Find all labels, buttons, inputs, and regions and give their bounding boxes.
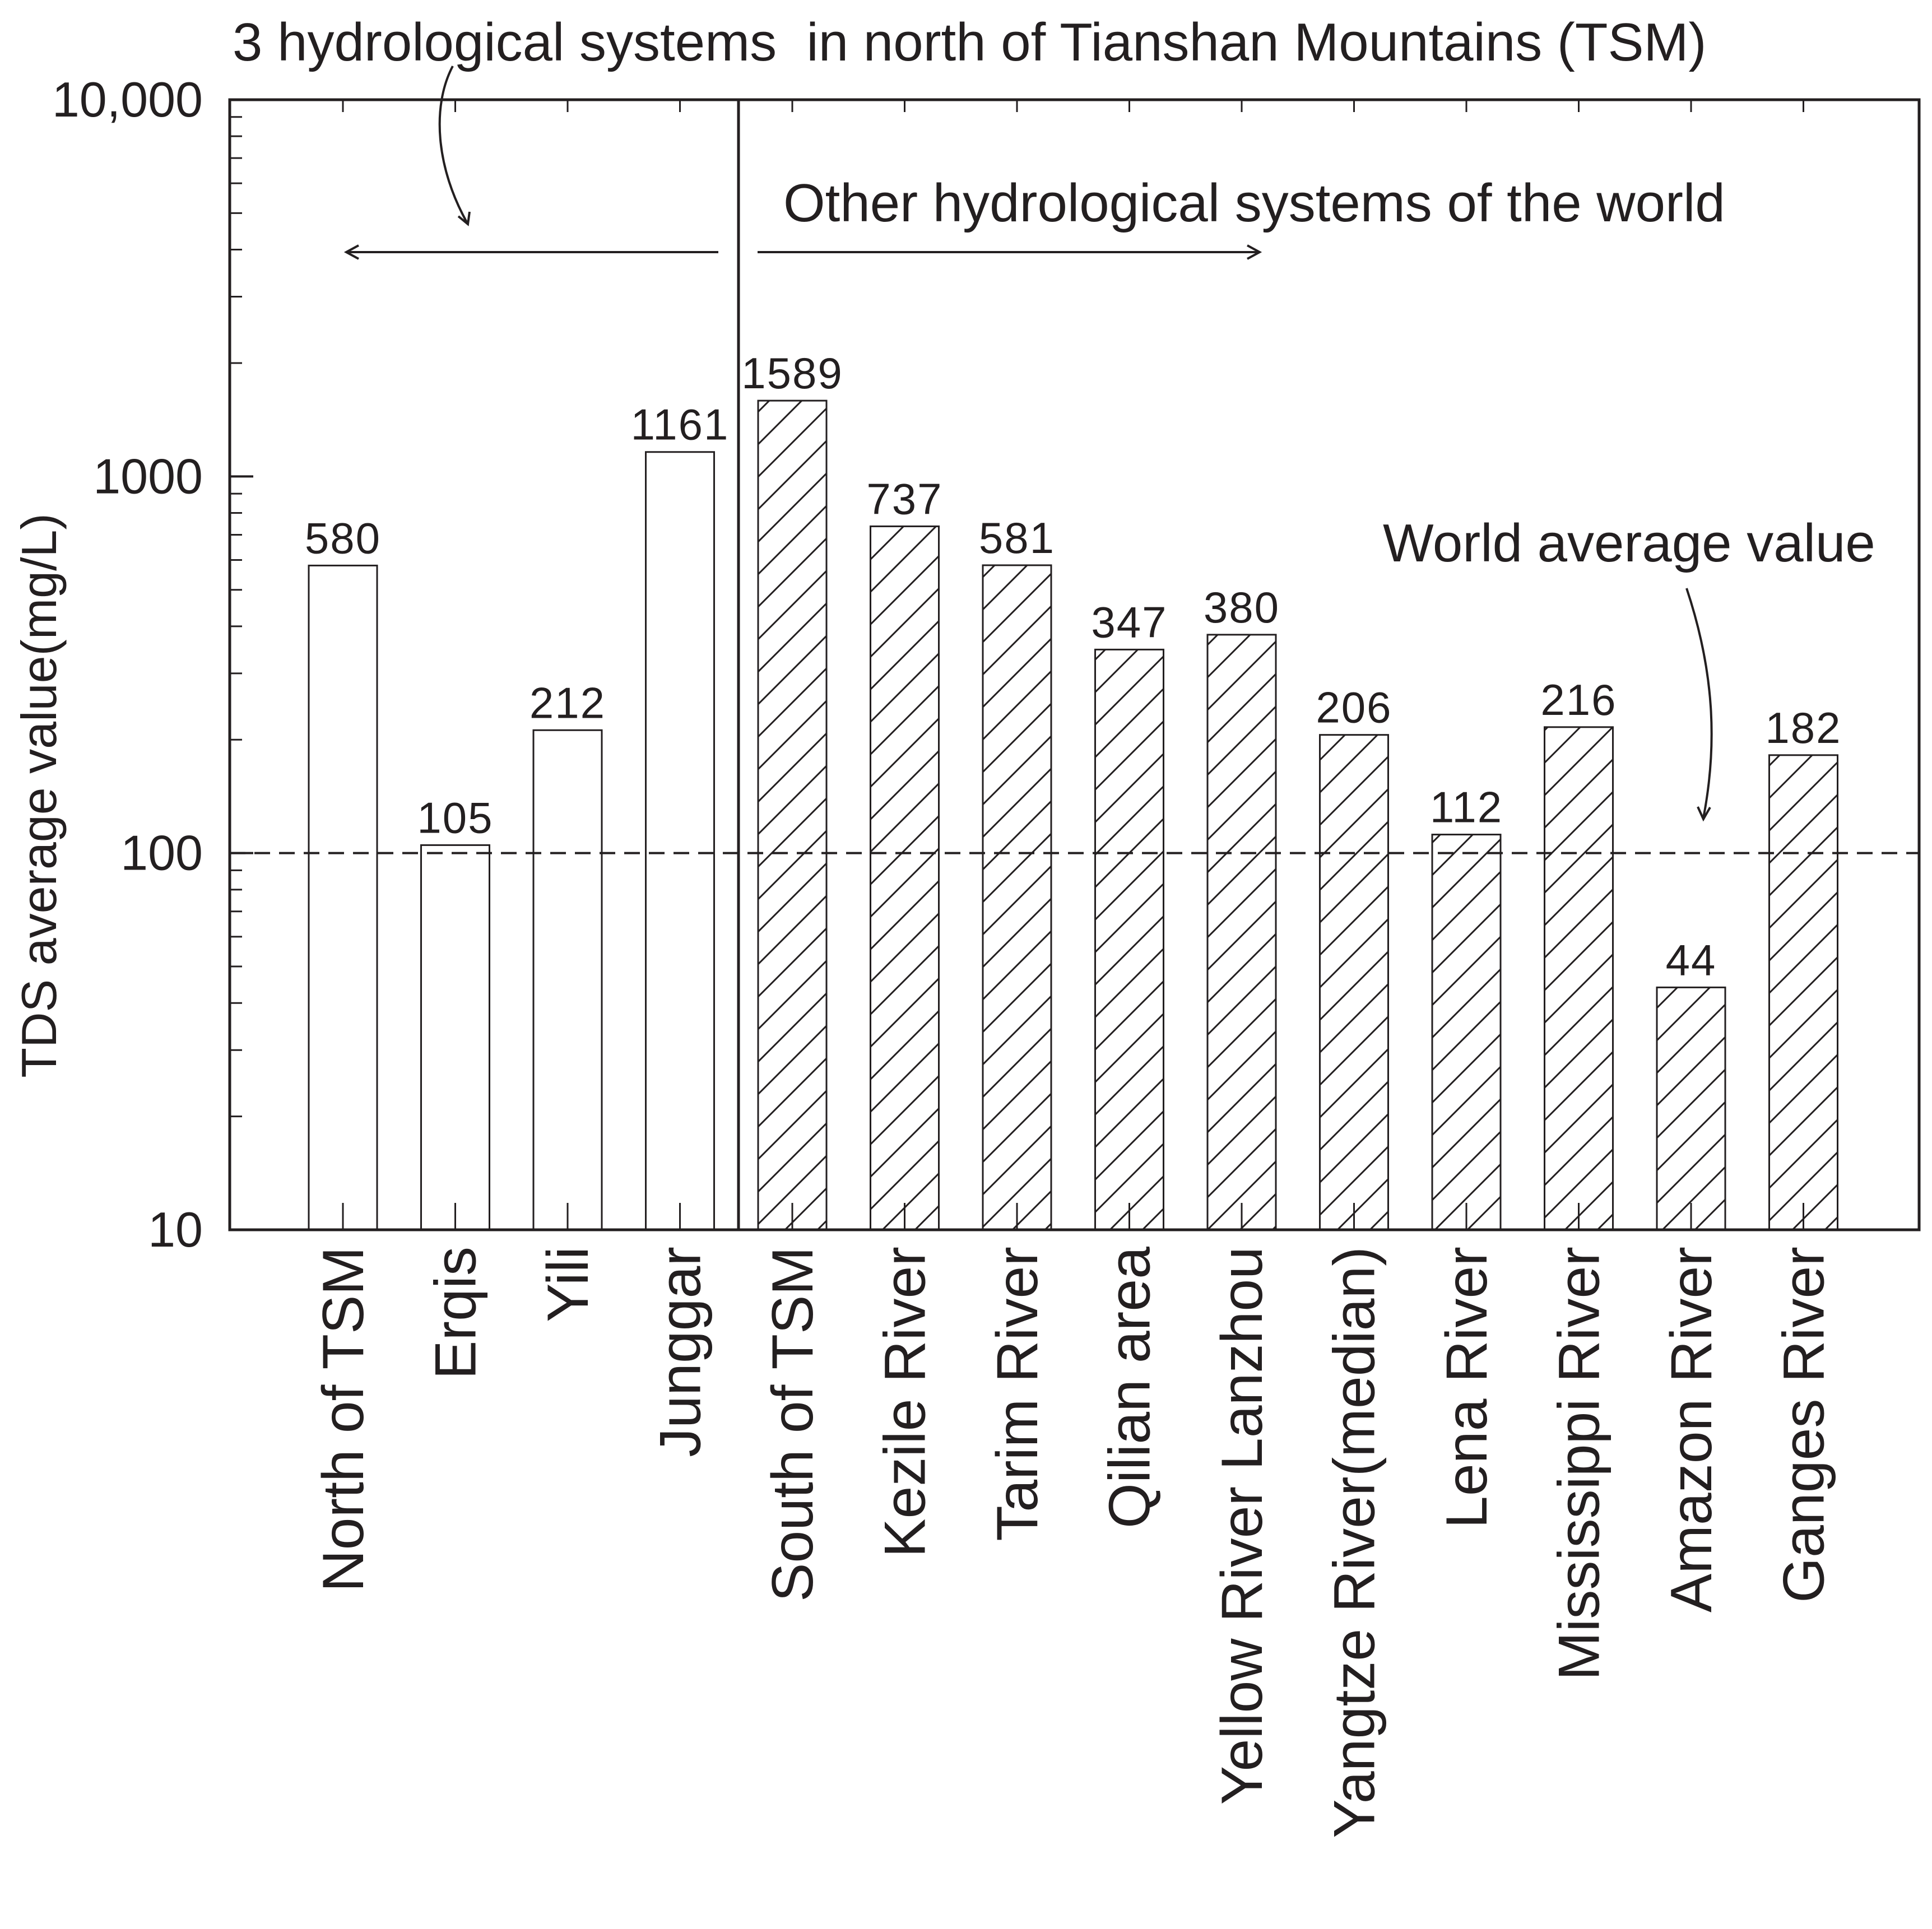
- other-group-title: Other hydrological systems of the world: [783, 173, 1725, 233]
- bar-hatched: [1656, 986, 1726, 1231]
- x-category-label: North of TSM: [311, 1247, 376, 1592]
- bar-hatched: [1544, 726, 1614, 1231]
- bar-hatched: [757, 399, 828, 1231]
- bar-value-label: 44: [1666, 935, 1717, 984]
- bar-value-label: 212: [530, 678, 606, 727]
- bar-value-label: 580: [305, 513, 381, 563]
- bar-value-label: 380: [1204, 583, 1280, 632]
- world-average-label: World average value: [1383, 513, 1875, 573]
- north-group-pointer-arrowhead: [457, 211, 471, 226]
- plot-frame: [228, 98, 1921, 1231]
- bar-open: [645, 451, 715, 1231]
- y-tick-label: 1000: [93, 448, 203, 504]
- x-category-label: Tarim River: [985, 1247, 1050, 1541]
- bar-hatched: [1206, 634, 1277, 1231]
- north-group-title: 3 hydrological systems in north of Tians…: [233, 12, 1706, 72]
- bar-value-label: 206: [1316, 683, 1392, 732]
- other-group-span-arrowhead: [1247, 244, 1262, 260]
- bar-hatched: [1431, 834, 1502, 1231]
- y-tick-label: 10: [148, 1202, 203, 1257]
- bar-open: [420, 844, 490, 1231]
- bar-open: [308, 564, 378, 1231]
- axis-layer: 10 100 1000 10,000 North of TSM Erqis Yili Jung…: [52, 72, 1921, 1838]
- bar-open: [532, 729, 603, 1231]
- bar-value-label: 737: [866, 474, 942, 523]
- bar-value-label: 112: [1430, 783, 1503, 832]
- x-category-label: Yili: [536, 1247, 601, 1322]
- x-category-label: Erqis: [424, 1247, 489, 1379]
- bar-value-label: 105: [417, 793, 493, 842]
- y-tick-label: 100: [120, 825, 203, 881]
- bar-hatched: [982, 564, 1052, 1231]
- x-category-label: Qilian area: [1098, 1247, 1163, 1528]
- world-average-pointer-arrow: [1685, 588, 1713, 819]
- north-group-pointer-arrow: [438, 66, 469, 225]
- x-category-label: Yangtze River(median): [1322, 1247, 1387, 1838]
- world-average-pointer-arrowhead: [1697, 806, 1711, 822]
- x-category-label: Mississippi River: [1547, 1247, 1612, 1680]
- x-category-label: Kezile River: [873, 1247, 938, 1558]
- x-category-label: Ganges River: [1772, 1247, 1837, 1603]
- bar-hatched: [1094, 648, 1164, 1231]
- bar-hatched: [1768, 754, 1838, 1231]
- x-category-label: Yellow River Lanzhou: [1210, 1247, 1275, 1805]
- bar-value-label: 1589: [741, 348, 843, 398]
- x-category-label: South of TSM: [760, 1247, 825, 1602]
- bar-value-label: 182: [1765, 703, 1841, 752]
- x-category-label: Junggar: [648, 1247, 713, 1457]
- y-tick-label: 10,000: [52, 72, 203, 127]
- bar-value-label: 347: [1091, 597, 1167, 647]
- bar-hatched: [1319, 734, 1389, 1231]
- x-category-label: Amazon River: [1659, 1247, 1724, 1612]
- bar-value-label: 1161: [631, 400, 730, 449]
- bar-hatched: [870, 525, 940, 1231]
- bar-value-label: 216: [1540, 675, 1617, 724]
- x-category-label: Lena River: [1434, 1247, 1499, 1528]
- north-group-span-arrowhead: [343, 244, 359, 260]
- bar-value-label: 581: [979, 513, 1055, 563]
- y-axis-title: TDS average value(mg/L): [11, 513, 67, 1078]
